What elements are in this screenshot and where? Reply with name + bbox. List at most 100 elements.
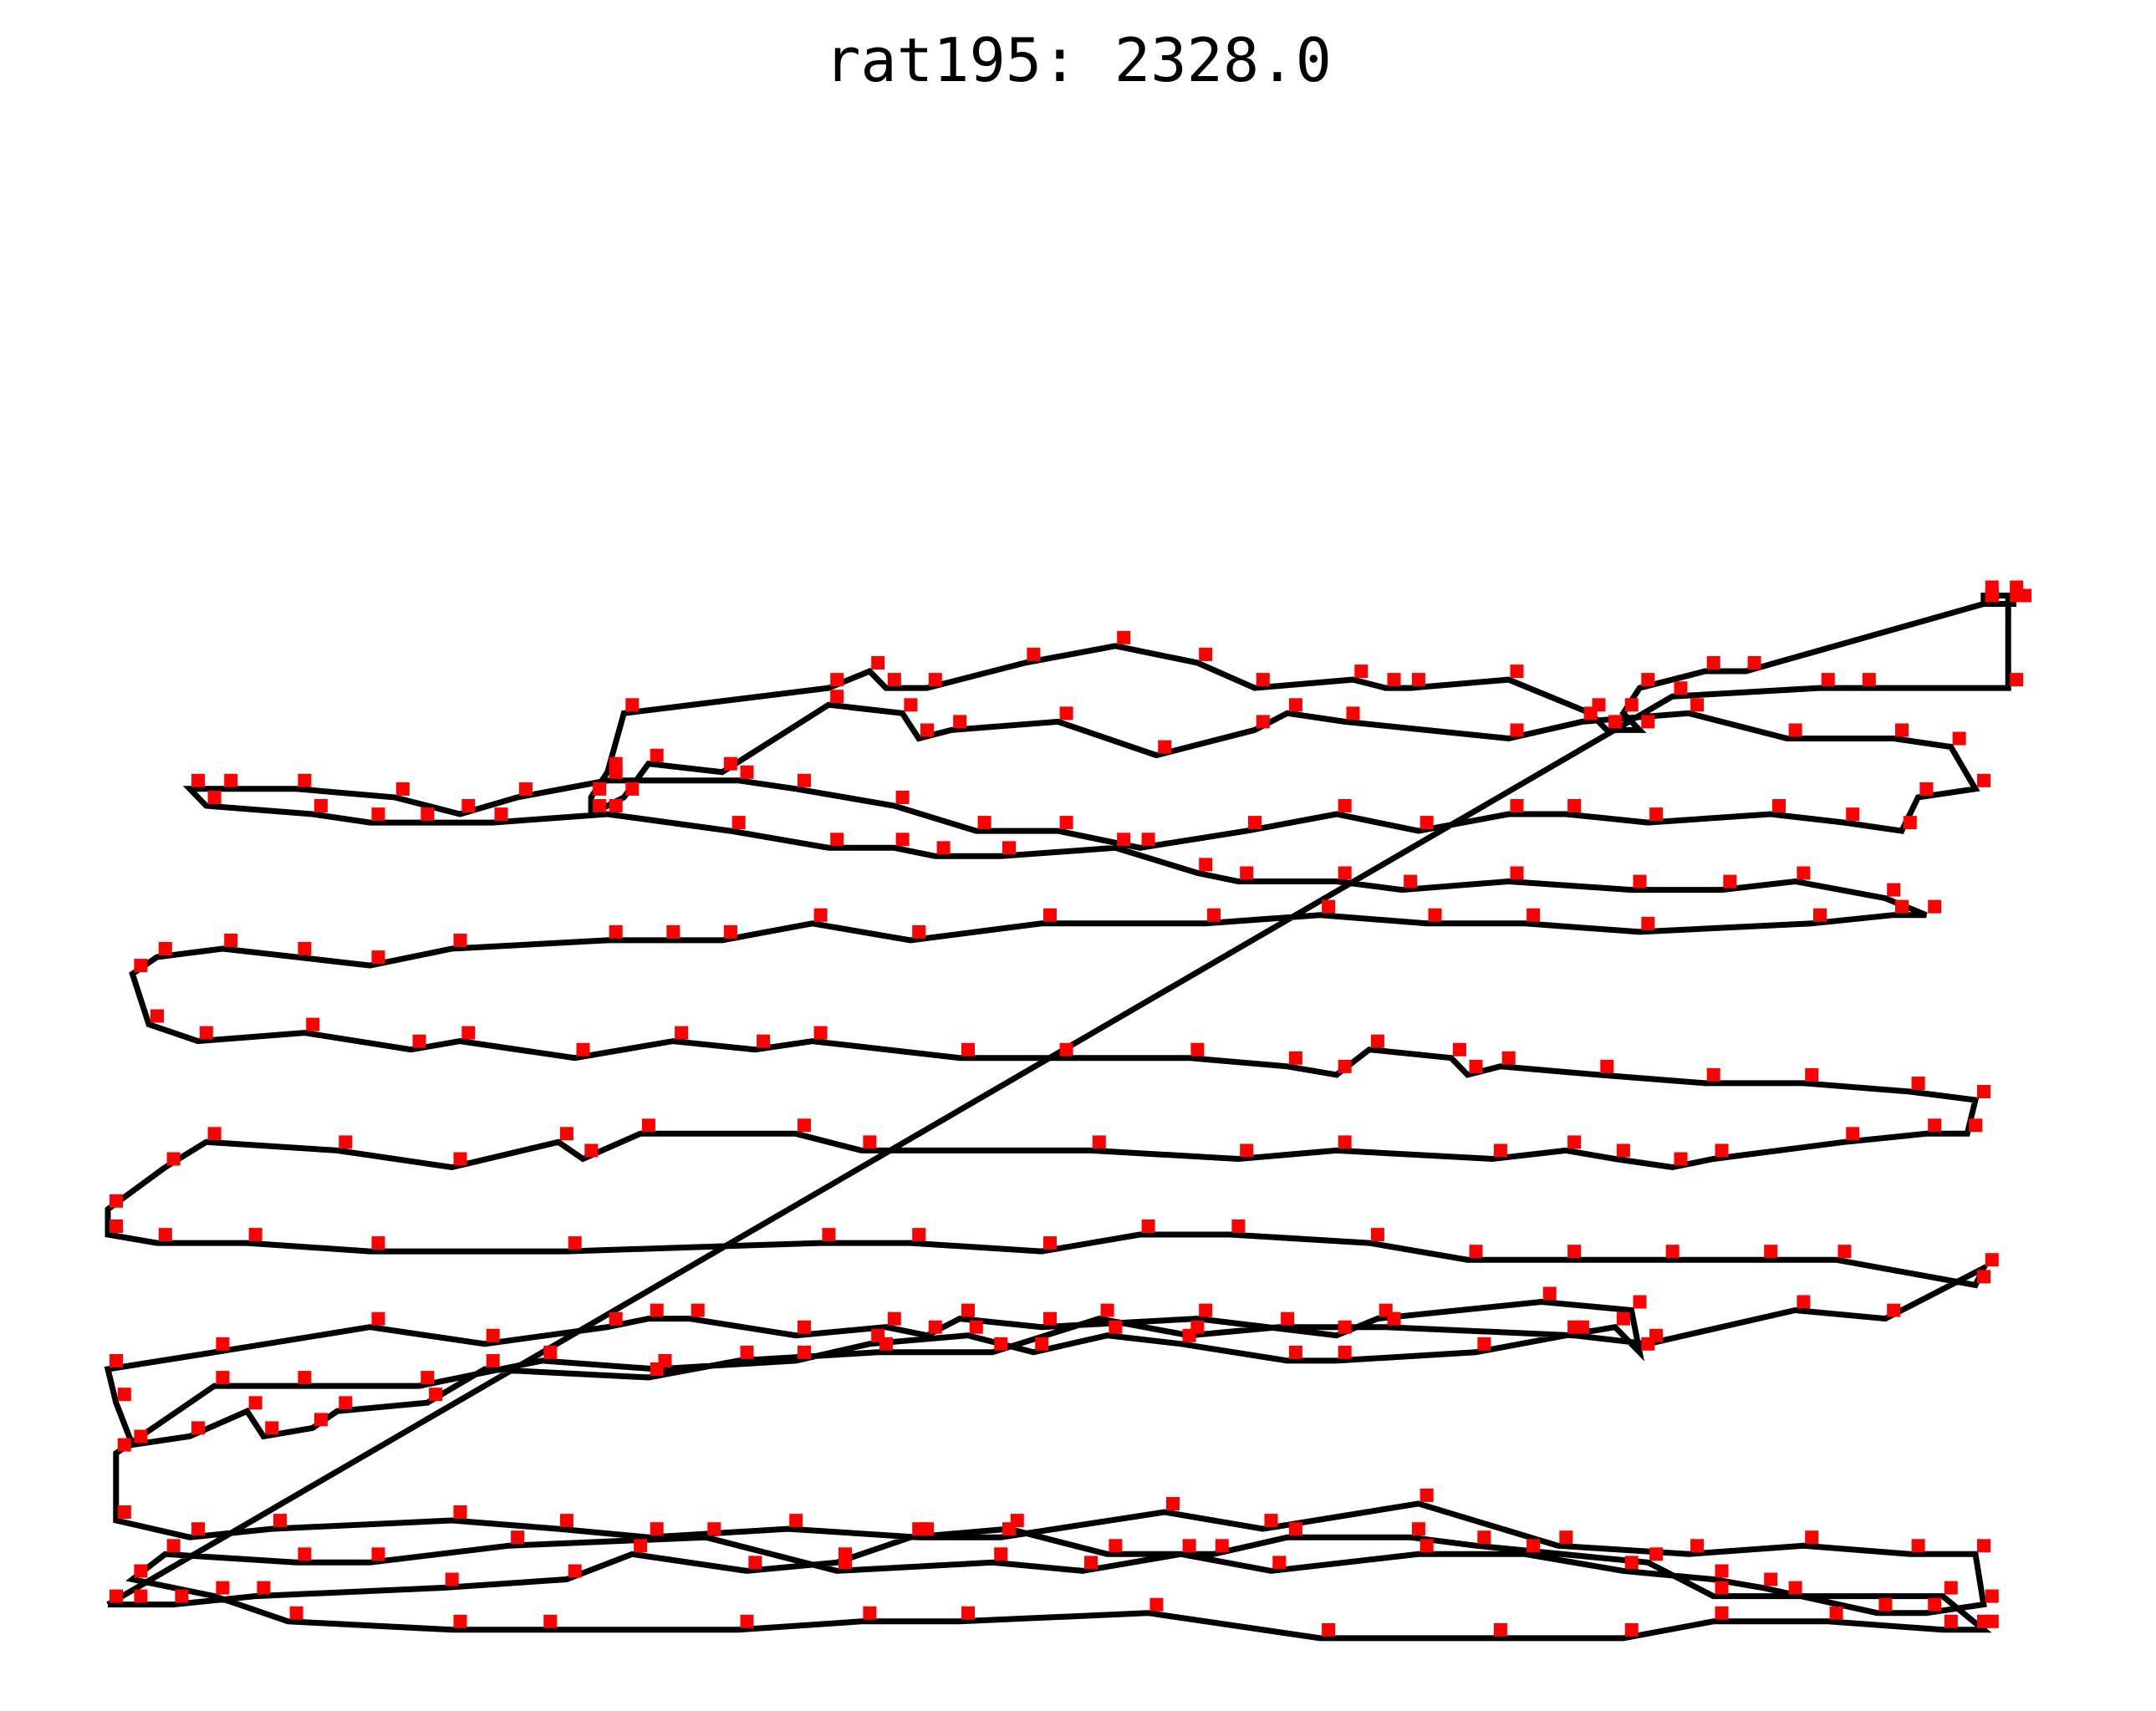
city-point — [1511, 799, 1524, 812]
city-point — [1878, 1598, 1892, 1612]
tour-path-layer — [108, 596, 2016, 1638]
city-point — [1953, 732, 1966, 746]
city-point — [642, 1118, 655, 1132]
city-point — [609, 766, 623, 779]
city-point — [1256, 715, 1270, 728]
city-point — [748, 1556, 762, 1569]
city-point — [1109, 1539, 1122, 1552]
city-point — [896, 791, 910, 804]
city-point — [798, 1118, 811, 1132]
city-point — [1567, 1321, 1581, 1334]
city-point — [1904, 816, 1917, 829]
city-point — [1354, 665, 1368, 678]
city-point — [1035, 1337, 1048, 1351]
city-point — [871, 1329, 884, 1342]
city-point — [1674, 1153, 1688, 1166]
city-point — [1093, 1135, 1106, 1148]
city-point — [1338, 1135, 1352, 1148]
city-point — [675, 1026, 688, 1040]
city-point — [2018, 589, 2031, 603]
city-point — [1043, 1312, 1057, 1326]
city-point — [454, 934, 467, 947]
city-point — [1895, 900, 1909, 914]
city-point — [314, 1413, 328, 1426]
city-point — [732, 816, 746, 829]
city-point — [1388, 673, 1401, 686]
city-point — [1723, 875, 1736, 889]
city-point — [1477, 1337, 1491, 1351]
city-point — [372, 807, 385, 821]
city-point — [372, 1547, 385, 1561]
city-point — [650, 1522, 664, 1535]
city-point — [1027, 648, 1040, 661]
city-point — [978, 816, 991, 829]
city-point — [741, 1346, 754, 1359]
city-point — [896, 833, 910, 846]
city-point — [519, 782, 533, 796]
city-point — [339, 1396, 352, 1409]
city-point — [273, 1514, 287, 1527]
city-point — [912, 1522, 925, 1535]
city-point — [1567, 1135, 1581, 1148]
city-point — [429, 1388, 442, 1401]
city-point — [298, 774, 311, 787]
city-point — [1117, 631, 1130, 644]
city-point — [1011, 1514, 1024, 1527]
city-point — [265, 1421, 278, 1434]
city-point — [167, 1153, 181, 1166]
city-point — [1887, 1304, 1900, 1317]
city-point — [216, 1337, 229, 1351]
city-point — [1789, 724, 1802, 737]
city-point — [1912, 1539, 1925, 1552]
city-point — [798, 774, 811, 787]
city-point — [1199, 648, 1212, 661]
city-point — [814, 909, 828, 922]
city-point — [1985, 1253, 1999, 1266]
city-point — [306, 1018, 319, 1031]
city-point — [1101, 1304, 1114, 1317]
city-point — [298, 1371, 311, 1384]
city-point — [1338, 1346, 1352, 1359]
city-point — [159, 942, 172, 955]
city-point — [249, 1396, 262, 1409]
city-point — [1265, 1514, 1278, 1527]
city-point — [118, 1439, 131, 1452]
city-point — [1977, 774, 1990, 787]
city-point — [224, 774, 237, 787]
city-point — [175, 1590, 188, 1603]
city-point — [1190, 1043, 1204, 1057]
city-point — [961, 1043, 975, 1057]
city-point — [1764, 1245, 1777, 1258]
city-point — [593, 782, 606, 796]
city-point — [1919, 782, 1933, 796]
city-point — [757, 1035, 770, 1048]
city-point — [707, 1522, 721, 1535]
city-point — [1289, 1522, 1302, 1535]
city-point — [609, 925, 623, 939]
city-point — [1559, 1530, 1572, 1544]
city-point — [691, 1304, 705, 1317]
city-point — [1944, 1581, 1958, 1595]
city-point — [863, 1135, 876, 1148]
city-point — [1666, 1245, 1679, 1258]
city-point — [568, 1236, 582, 1250]
city-point — [1002, 841, 1016, 854]
city-point — [1142, 833, 1155, 846]
city-point — [110, 1354, 123, 1367]
city-point — [1789, 1581, 1802, 1595]
city-point — [1617, 1312, 1630, 1326]
city-point — [1183, 1539, 1196, 1552]
city-point — [1928, 1598, 1941, 1612]
city-point — [461, 799, 475, 812]
city-point — [659, 1354, 672, 1367]
city-point — [1707, 1068, 1720, 1082]
city-point — [584, 1144, 598, 1158]
city-point — [1977, 1085, 1990, 1098]
city-point — [560, 1127, 573, 1140]
city-point — [1641, 1337, 1654, 1351]
city-point — [543, 1346, 557, 1359]
city-point — [1338, 1060, 1352, 1073]
city-point — [1690, 698, 1704, 711]
city-point — [568, 1565, 582, 1578]
